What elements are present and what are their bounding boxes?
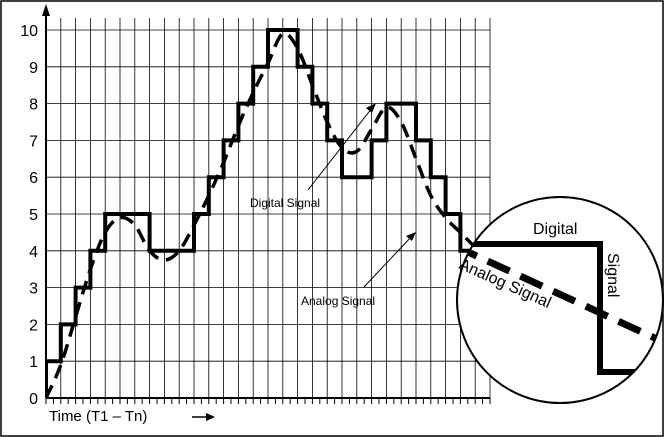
y-tick-label: 4 — [29, 244, 38, 261]
y-tick-label: 8 — [29, 97, 38, 114]
annotation-digital-arrow — [307, 107, 373, 191]
annotation-digital-signal: Digital Signal — [250, 196, 320, 210]
y-tick-label: 5 — [29, 207, 38, 224]
annotation-analog-arrow — [363, 235, 413, 288]
annotation-analog-signal: Analog Signal — [301, 294, 375, 308]
y-tick-label: 0 — [29, 391, 38, 408]
annotation-digital-arrowhead-icon — [366, 103, 376, 113]
inset-digital-line — [457, 241, 640, 375]
inset-analog-line — [457, 242, 663, 349]
analog-signal-line — [46, 31, 490, 398]
y-axis-arrow-icon — [42, 4, 50, 16]
y-tick-label: 10 — [20, 23, 38, 40]
y-tick-label: 7 — [29, 133, 38, 150]
inset-label-signal: Signal — [604, 253, 621, 297]
x-axis-label-arrow-icon — [206, 413, 215, 421]
inset-label-digital: Digital — [533, 221, 577, 238]
y-tick-label: 3 — [29, 281, 38, 298]
y-tick-label: 6 — [29, 170, 38, 187]
y-tick-label: 2 — [29, 317, 38, 334]
x-axis-label: Time (T1 – Tn) — [49, 408, 147, 425]
annotation-analog-arrowhead-icon — [406, 232, 416, 241]
y-tick-label: 1 — [29, 354, 38, 371]
y-tick-labels: 0 1 2 3 4 5 6 7 8 9 10 — [20, 23, 38, 408]
y-tick-label: 9 — [29, 60, 38, 77]
zoom-inset: Digital Signal Analog Signal — [456, 196, 664, 404]
